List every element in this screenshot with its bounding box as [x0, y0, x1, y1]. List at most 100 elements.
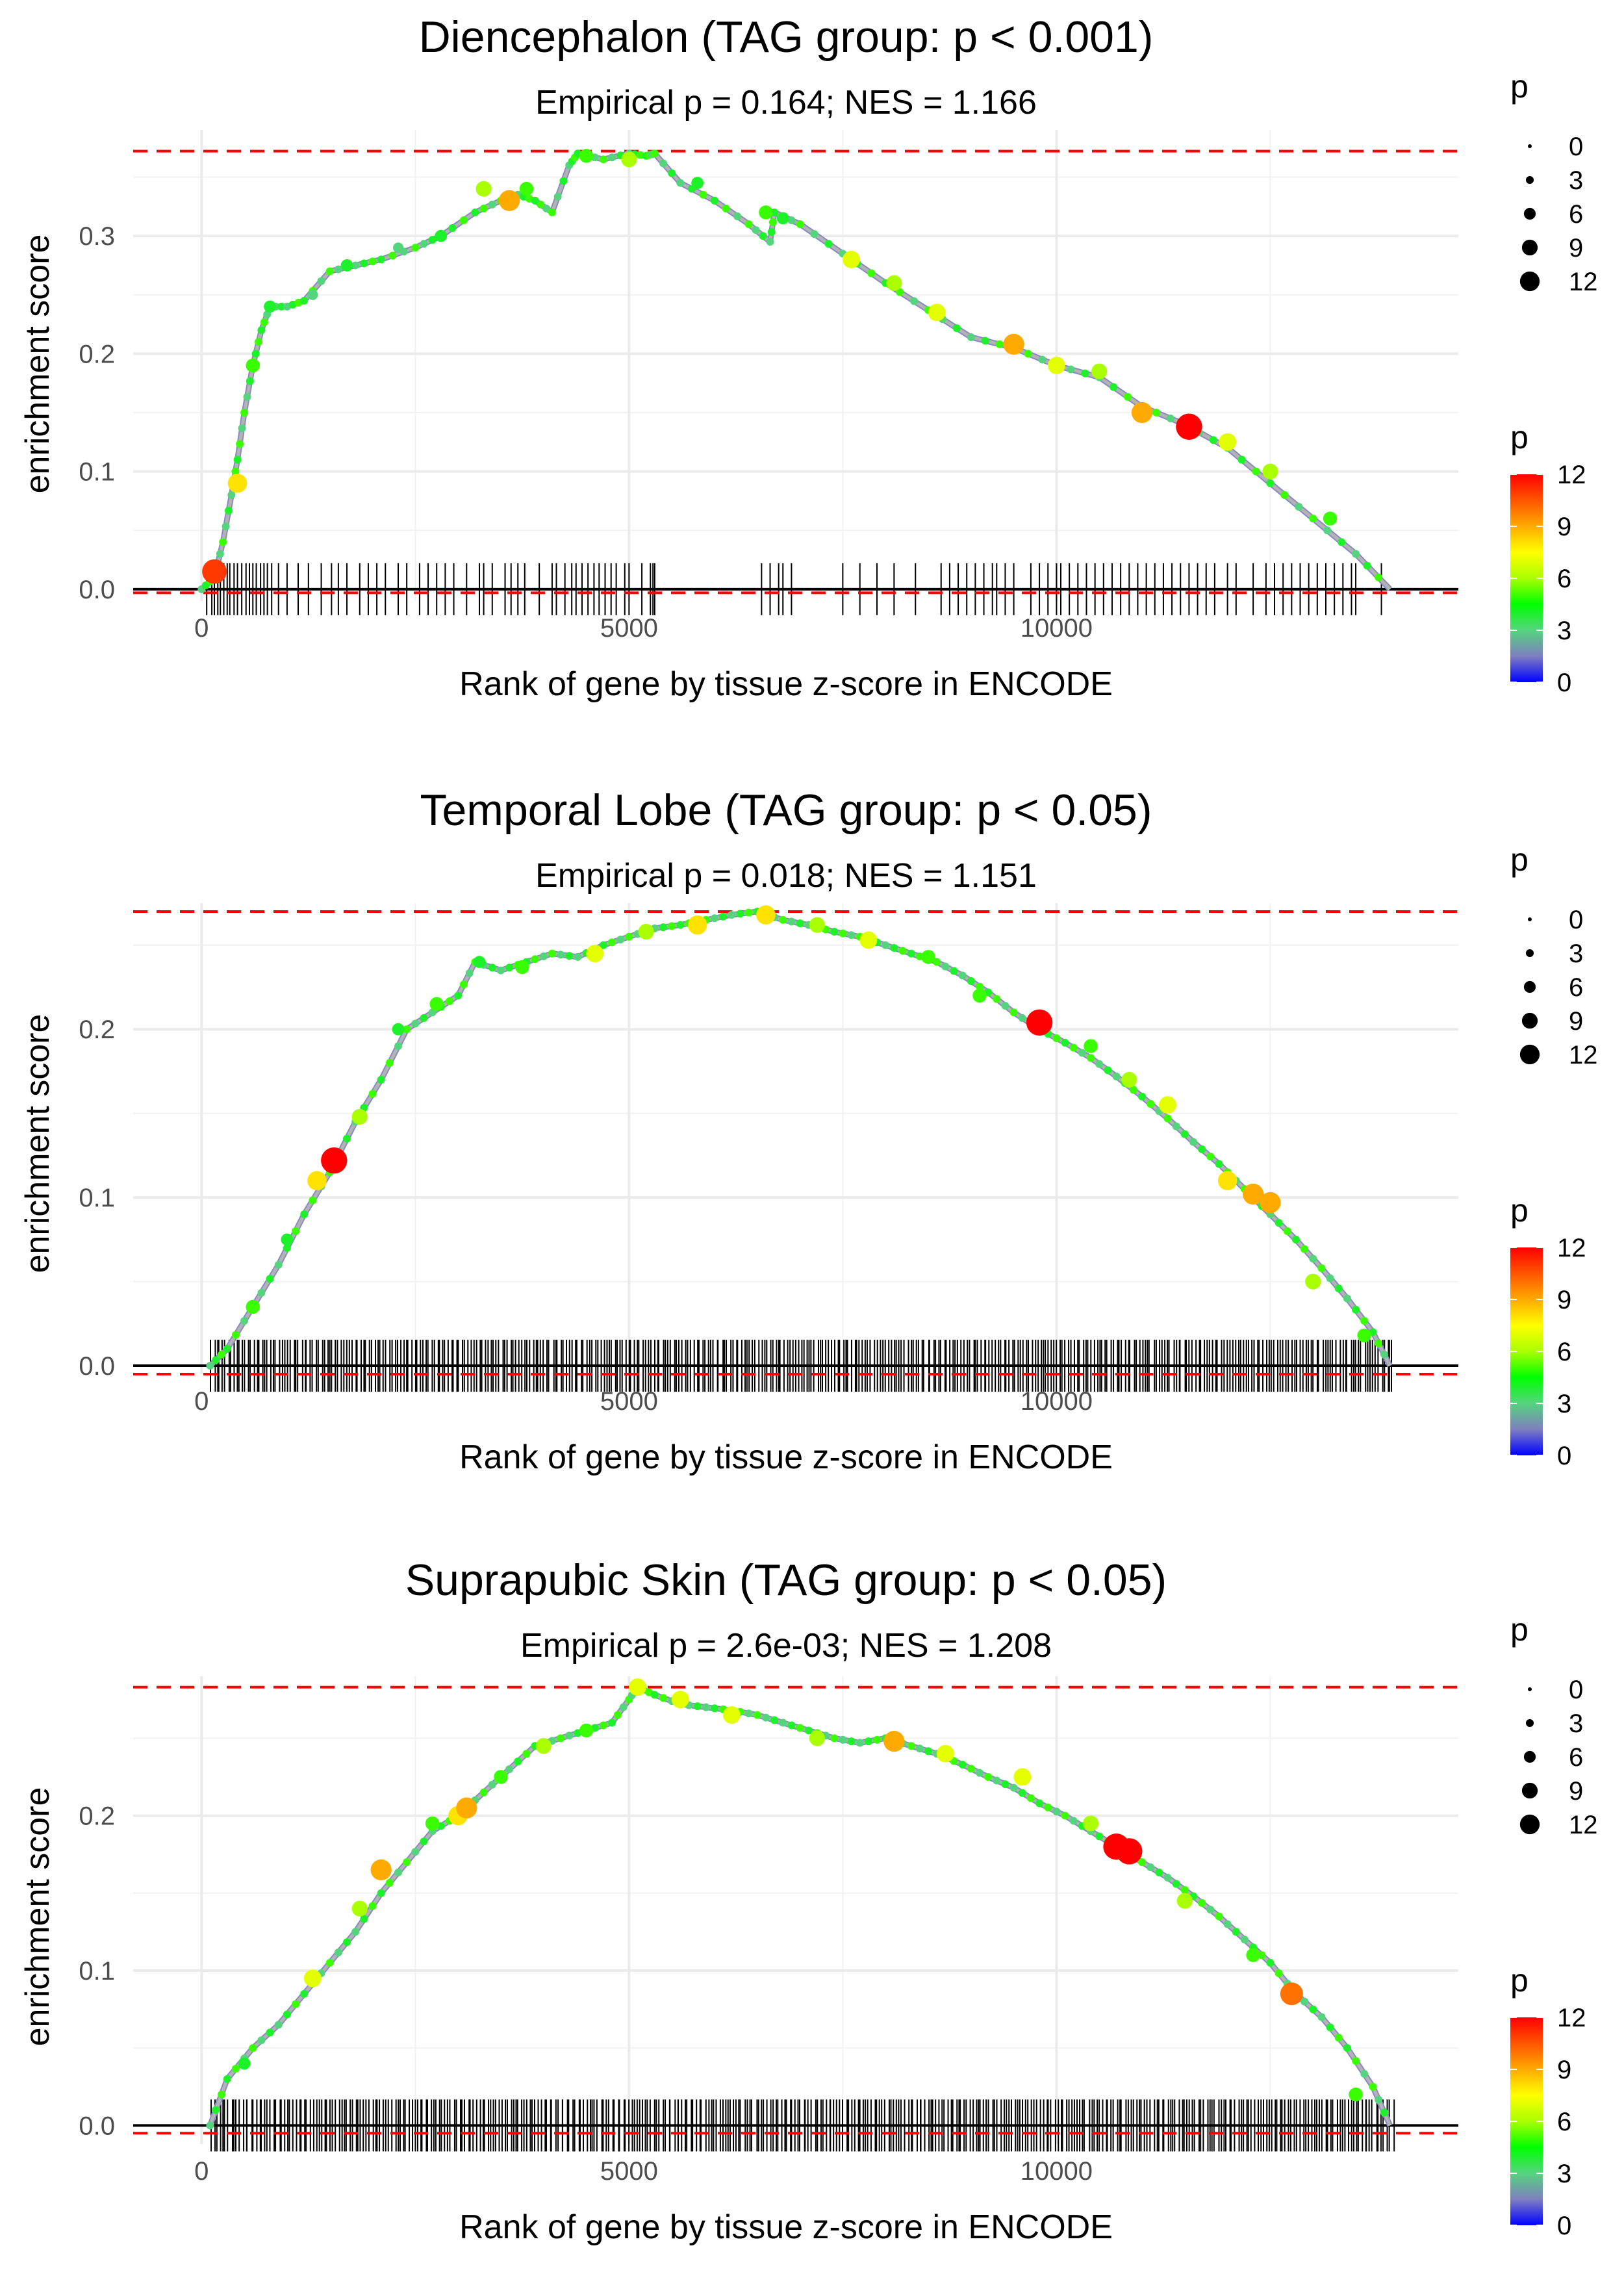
curve-bead [377, 1075, 385, 1084]
curve-bead [1087, 1054, 1095, 1062]
curve-bead [334, 265, 342, 274]
curve-bead [1375, 2095, 1383, 2104]
curve-bead [227, 491, 236, 499]
curve-bead [1018, 1014, 1026, 1022]
size-legend-label: 6 [1569, 200, 1583, 229]
curve-bead [1024, 350, 1032, 358]
gene-point [579, 149, 594, 163]
curve-bead [767, 228, 776, 236]
gene-point [776, 212, 789, 225]
curve-bead [448, 224, 457, 233]
curve-bead [975, 1769, 983, 1777]
curve-bead [650, 149, 659, 158]
curve-bead [1326, 1274, 1334, 1283]
curve-bead [676, 179, 685, 187]
curve-bead [1300, 1245, 1309, 1253]
gene-point [722, 1706, 741, 1724]
curve-bead [243, 392, 251, 401]
curve-bead [292, 2000, 300, 2008]
size-legend-label: 0 [1569, 906, 1583, 934]
y-tick-label: 0.1 [79, 1957, 115, 1986]
curve-bead [933, 958, 941, 966]
curve-bead [1317, 2013, 1326, 2021]
es-curve-shadow [208, 908, 1393, 1368]
size-legend-label: 12 [1569, 268, 1598, 296]
curve-bead [1129, 1086, 1137, 1094]
size-legend-label: 6 [1569, 1743, 1583, 1772]
curve-bead [744, 220, 753, 228]
curve-bead [246, 377, 254, 385]
y-tick-label: 0.0 [79, 1352, 115, 1381]
curve-bead [599, 1721, 607, 1730]
curve-bead [360, 259, 368, 268]
curve-bead [896, 288, 904, 296]
curve-bead [830, 928, 839, 936]
curve-bead [565, 952, 574, 960]
curve-bead [1163, 1114, 1172, 1123]
gene-point [691, 177, 704, 189]
gene-point [621, 151, 637, 168]
curve-bead [1081, 369, 1089, 377]
curve-bead [274, 1260, 283, 1269]
curve-bead [752, 226, 760, 235]
curve-bead [479, 204, 488, 212]
size-legend-dot [1519, 1814, 1540, 1835]
gene-point [1003, 333, 1024, 355]
curve-bead [206, 2121, 214, 2130]
curve-bead [1009, 1008, 1018, 1017]
y-tick-label: 0.0 [79, 576, 115, 604]
curve-bead [1375, 573, 1383, 581]
curve-bead [325, 1959, 334, 1967]
x-tick-label: 5000 [600, 614, 658, 643]
curve-beads [206, 1683, 1388, 2130]
curve-bead [1009, 1783, 1018, 1792]
curve-bead [300, 1989, 309, 1998]
gene-point [1121, 1071, 1137, 1088]
curve-bead [1300, 1997, 1309, 2006]
gene-point [351, 1108, 368, 1125]
gene-point [1116, 1838, 1143, 1865]
gene-point [579, 1723, 594, 1738]
es-curve-shadow [207, 1684, 1393, 2127]
curve-bead [1232, 1928, 1240, 1936]
size-legend-dot [1521, 239, 1538, 256]
curve-bead [216, 550, 224, 558]
x-axis-label: Rank of gene by tissue z-score in ENCODE [459, 665, 1113, 703]
curve-bead [710, 196, 718, 205]
size-legend-label: 0 [1569, 133, 1583, 161]
color-legend-label: 12 [1557, 1234, 1586, 1262]
curve-bead [768, 218, 777, 226]
y-axis-label: enrichment score [19, 235, 57, 494]
size-legend-dot [1528, 144, 1532, 148]
gene-point [1357, 1328, 1371, 1343]
curve-bead [553, 192, 562, 201]
curve-bead [1078, 1049, 1086, 1057]
chart-subtitle: Empirical p = 2.6e-03; NES = 1.208 [520, 1627, 1052, 1665]
curve-bead [967, 977, 975, 985]
gene-point [303, 1969, 322, 1987]
color-legend-label: 0 [1557, 1442, 1571, 1470]
curve-bead [471, 208, 479, 216]
curve-bead [231, 467, 240, 476]
curve-bead [779, 1718, 787, 1727]
x-tick-label: 5000 [600, 2157, 658, 2186]
gene-point [429, 997, 444, 1012]
curve-bead [839, 1735, 847, 1744]
curve-bead [309, 1196, 317, 1205]
curve-bead [283, 1244, 291, 1252]
curve-bead [710, 914, 718, 923]
curve-bead [1044, 1803, 1052, 1811]
curve-bead [539, 952, 548, 960]
curve-bead [1209, 436, 1217, 444]
curve-bead [1035, 1799, 1044, 1808]
curve-bead [219, 538, 227, 546]
curve-bead [710, 1704, 718, 1713]
x-tick-label: 0 [194, 2157, 209, 2186]
gene-point [859, 931, 878, 949]
curve-bead [300, 296, 309, 305]
curve-bead [668, 169, 676, 177]
size-legend-dot [1523, 207, 1536, 220]
curve-bead [231, 2064, 240, 2073]
curve-bead [325, 267, 334, 275]
curve-bead [505, 1765, 514, 1774]
